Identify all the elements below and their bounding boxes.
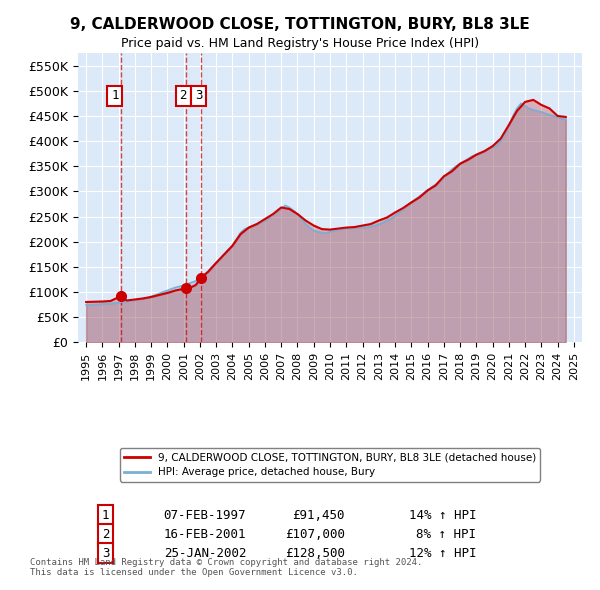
Text: 2: 2 [102, 528, 109, 541]
Text: 12% ↑ HPI: 12% ↑ HPI [409, 547, 476, 560]
Text: 1: 1 [111, 89, 119, 102]
Text: 8% ↑ HPI: 8% ↑ HPI [416, 528, 476, 541]
Text: 3: 3 [102, 547, 109, 560]
Text: Contains HM Land Registry data © Crown copyright and database right 2024.
This d: Contains HM Land Registry data © Crown c… [30, 558, 422, 577]
Text: 25-JAN-2002: 25-JAN-2002 [164, 547, 246, 560]
Text: 14% ↑ HPI: 14% ↑ HPI [409, 509, 476, 522]
Text: Price paid vs. HM Land Registry's House Price Index (HPI): Price paid vs. HM Land Registry's House … [121, 37, 479, 50]
Text: £128,500: £128,500 [285, 547, 345, 560]
Text: £91,450: £91,450 [293, 509, 345, 522]
Legend: 9, CALDERWOOD CLOSE, TOTTINGTON, BURY, BL8 3LE (detached house), HPI: Average pr: 9, CALDERWOOD CLOSE, TOTTINGTON, BURY, B… [119, 448, 541, 481]
Text: £107,000: £107,000 [285, 528, 345, 541]
Text: 3: 3 [195, 89, 202, 102]
Text: 9, CALDERWOOD CLOSE, TOTTINGTON, BURY, BL8 3LE: 9, CALDERWOOD CLOSE, TOTTINGTON, BURY, B… [70, 17, 530, 31]
Text: 1: 1 [102, 509, 109, 522]
Text: 16-FEB-2001: 16-FEB-2001 [164, 528, 246, 541]
Text: 07-FEB-1997: 07-FEB-1997 [164, 509, 246, 522]
Text: 2: 2 [179, 89, 187, 102]
